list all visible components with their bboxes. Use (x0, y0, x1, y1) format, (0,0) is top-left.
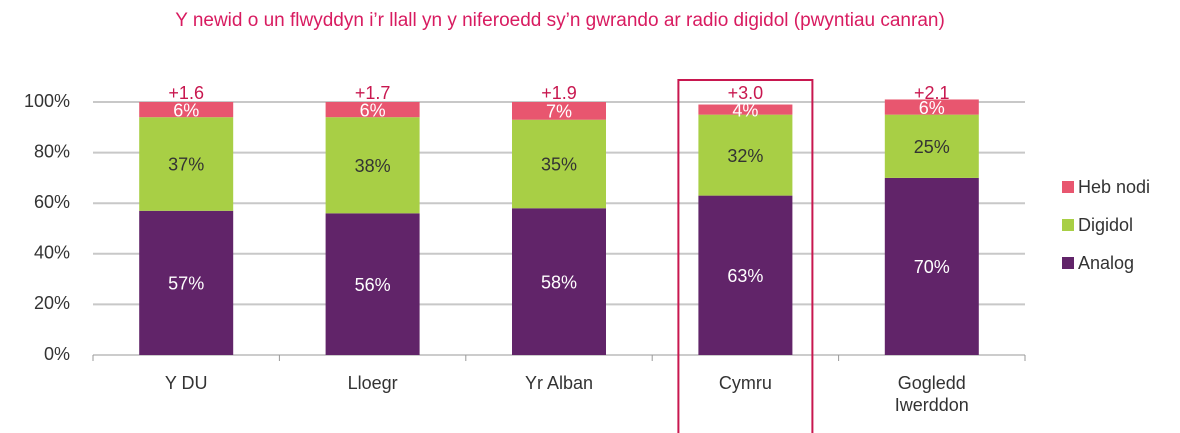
data-label: 56% (355, 275, 391, 295)
data-label: 57% (168, 274, 204, 294)
legend-swatch (1062, 219, 1074, 231)
bar-segment (325, 117, 420, 214)
data-label: 58% (541, 272, 577, 292)
annotation: +1.6 (168, 83, 204, 103)
y-tick-label: 100% (24, 91, 70, 111)
legend-swatch (1062, 257, 1074, 269)
y-tick-label: 80% (34, 141, 70, 161)
data-label: 63% (727, 266, 763, 286)
bar-segment (139, 210, 234, 355)
x-tick-label: Gogledd Iwerddon (894, 373, 969, 415)
data-label: 38% (355, 156, 391, 176)
bar-segment (884, 114, 979, 178)
y-tick-label: 20% (34, 293, 70, 313)
y-tick-label: 0% (44, 344, 70, 364)
legend-label: Analog (1078, 253, 1134, 273)
data-label: 6% (919, 98, 945, 118)
highlight-box (677, 79, 814, 433)
bar-segment (512, 208, 606, 355)
y-tick-label: 60% (34, 192, 70, 212)
y-tick-label: 40% (34, 243, 70, 263)
annotation: +1.9 (541, 83, 577, 103)
data-label: 25% (914, 137, 950, 157)
bar-segment (325, 213, 420, 355)
data-label: 7% (546, 102, 572, 122)
bar-segment (325, 102, 420, 118)
data-label: 4% (732, 100, 758, 120)
bar-segment (139, 102, 234, 118)
data-label: 6% (173, 100, 199, 120)
bar-segment (884, 177, 979, 355)
bar-segment (698, 195, 793, 355)
annotation: +3.0 (728, 83, 764, 103)
x-tick-label: Y DU (164, 373, 208, 393)
data-label: 37% (168, 155, 204, 175)
bar-segment (512, 119, 606, 209)
data-label: 6% (360, 100, 386, 120)
legend-label: Heb nodi (1078, 177, 1150, 197)
bar-segment (698, 104, 793, 115)
x-tick-label: Lloegr (347, 373, 398, 393)
x-tick-label: Yr Alban (524, 373, 594, 393)
bar-segment (884, 99, 979, 115)
legend-swatch (1062, 181, 1074, 193)
legend-label: Digidol (1078, 215, 1133, 235)
bar-segment (698, 114, 793, 196)
chart-title: Y newid o un flwyddyn i’r llall yn y nif… (175, 10, 945, 31)
bar-segment (139, 117, 234, 211)
data-label: 70% (914, 257, 950, 277)
data-label: 32% (727, 146, 763, 166)
x-tick-label: Cymru (718, 373, 772, 393)
bar-segment (512, 102, 606, 120)
annotation: +2.1 (914, 83, 950, 103)
annotation: +1.7 (355, 83, 391, 103)
data-label: 35% (541, 155, 577, 175)
